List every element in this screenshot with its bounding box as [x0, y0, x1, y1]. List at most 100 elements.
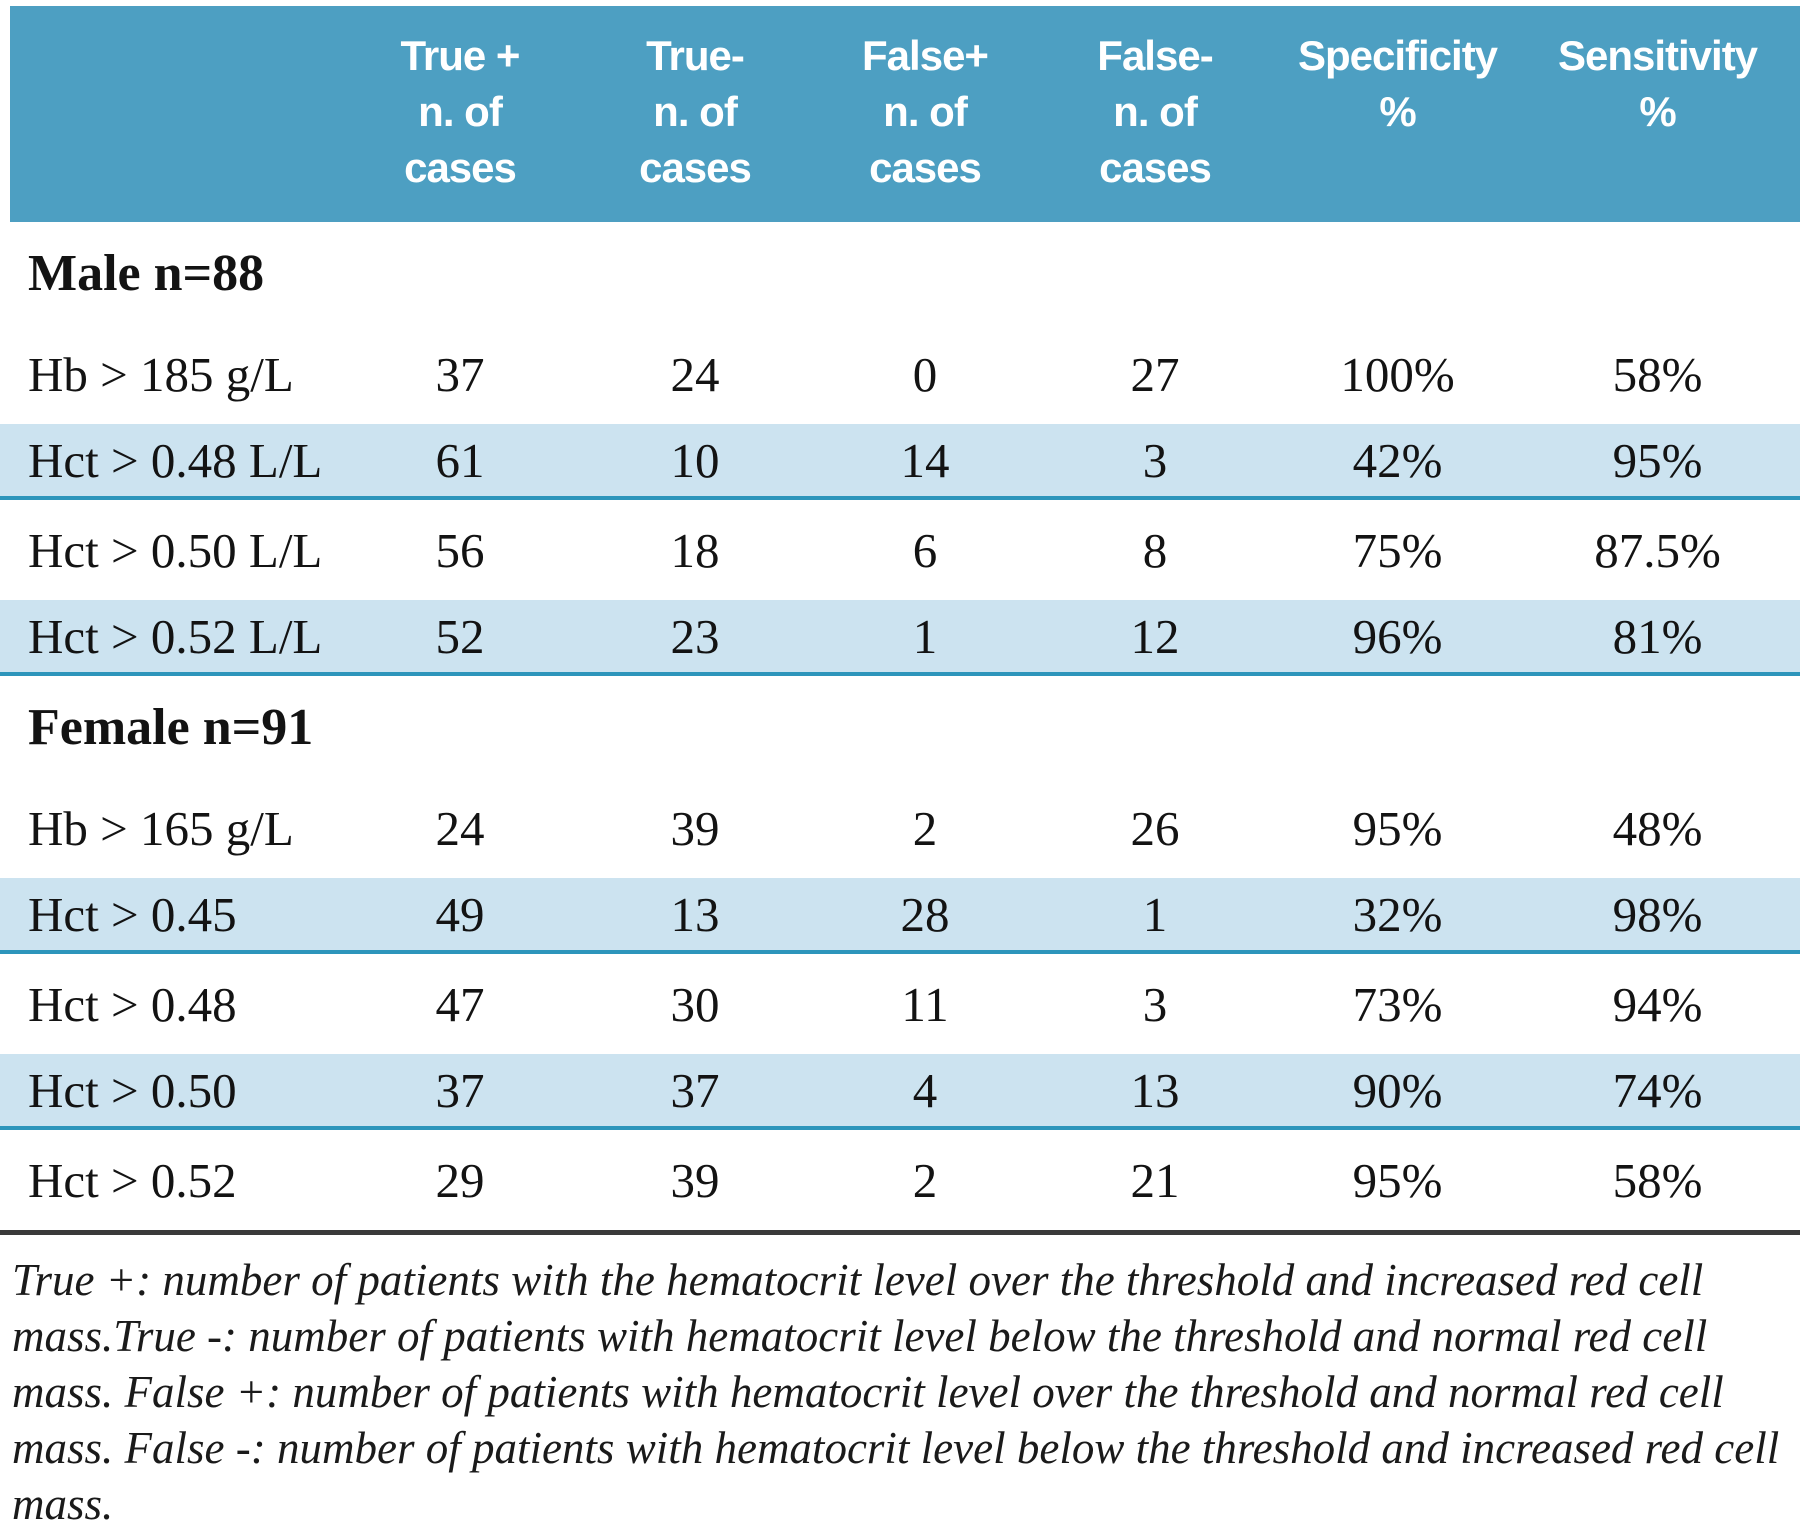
- header-line: cases: [404, 144, 517, 191]
- header-line: cases: [869, 144, 982, 191]
- cell-value: 12: [1130, 608, 1180, 664]
- table-row: Hct > 0.48 L/L 61 10 14 3 42% 95%: [0, 424, 1800, 500]
- cell-value: 27: [1130, 346, 1180, 402]
- cell-value: 21: [1130, 1152, 1180, 1208]
- footnote-divider: [0, 1230, 1800, 1235]
- cell-value: 23: [670, 608, 720, 664]
- cell-value: 98%: [1612, 886, 1703, 942]
- cell-value: 75%: [1352, 522, 1443, 578]
- section-header: Male n=88: [0, 222, 1800, 324]
- row-label: Hb > 165 g/L: [28, 800, 294, 856]
- row-label: Hct > 0.50: [28, 1062, 237, 1118]
- cell-value: 29: [435, 1152, 485, 1208]
- cell-value: 37: [670, 1062, 720, 1118]
- cell-value: 100%: [1340, 346, 1455, 402]
- row-label: Hct > 0.52 L/L: [28, 608, 323, 664]
- section-header: Female n=91: [0, 676, 1800, 778]
- cell-value: 13: [1130, 1062, 1180, 1118]
- header-line: False+: [862, 32, 989, 79]
- cell-value: 95%: [1352, 800, 1443, 856]
- column-header-row: True + n. of cases True- n. of cases Fal…: [10, 6, 1800, 222]
- cell-value: 2: [912, 800, 938, 856]
- header-line: n. of: [1113, 88, 1198, 135]
- cell-value: 4: [912, 1062, 938, 1118]
- cell-value: 73%: [1352, 976, 1443, 1032]
- cell-value: 74%: [1612, 1062, 1703, 1118]
- header-line: Specificity: [1297, 32, 1498, 79]
- cell-value: 47: [435, 976, 485, 1032]
- cell-value: 28: [900, 886, 950, 942]
- header-line: Sensitivity: [1557, 32, 1758, 79]
- cell-value: 95%: [1612, 432, 1703, 488]
- cell-value: 18: [670, 522, 720, 578]
- header-line: n. of: [883, 88, 968, 135]
- table-row: Hb > 165 g/L 24 39 2 26 95% 48%: [0, 778, 1800, 878]
- table-row: Hct > 0.50 L/L 56 18 6 8 75% 87.5%: [0, 500, 1800, 600]
- header-line: n. of: [418, 88, 503, 135]
- header-line: n. of: [653, 88, 738, 135]
- table-row: Hct > 0.48 47 30 11 3 73% 94%: [0, 954, 1800, 1054]
- cell-value: 96%: [1352, 608, 1443, 664]
- header-cell-true-negative: True- n. of cases: [580, 6, 810, 222]
- table-row: Hb > 185 g/L 37 24 0 27 100% 58%: [0, 324, 1800, 424]
- cell-value: 0: [912, 346, 938, 402]
- cell-value: 1: [912, 608, 938, 664]
- cell-value: 24: [670, 346, 720, 402]
- cell-value: 90%: [1352, 1062, 1443, 1118]
- cell-value: 2: [912, 1152, 938, 1208]
- header-line: %: [1639, 88, 1676, 135]
- cell-value: 37: [435, 1062, 485, 1118]
- header-cell-false-positive: False+ n. of cases: [810, 6, 1040, 222]
- table-row: Hct > 0.45 49 13 28 1 32% 98%: [0, 878, 1800, 954]
- header-cell-true-positive: True + n. of cases: [340, 6, 580, 222]
- row-label: Hb > 185 g/L: [28, 346, 294, 402]
- cell-value: 1: [1142, 886, 1168, 942]
- cell-value: 39: [670, 1152, 720, 1208]
- row-label: Hct > 0.48: [28, 976, 237, 1032]
- cell-value: 52: [435, 608, 485, 664]
- cell-value: 94%: [1612, 976, 1703, 1032]
- cell-value: 26: [1130, 800, 1180, 856]
- cell-value: 11: [901, 976, 949, 1032]
- header-line: %: [1379, 88, 1416, 135]
- cell-value: 58%: [1612, 346, 1703, 402]
- cell-value: 61: [435, 432, 485, 488]
- cell-value: 48%: [1612, 800, 1703, 856]
- section-label: Female n=91: [28, 698, 314, 756]
- header-line: False-: [1097, 32, 1213, 79]
- table-row: Hct > 0.52 29 39 2 21 95% 58%: [0, 1130, 1800, 1230]
- row-label: Hct > 0.50 L/L: [28, 522, 323, 578]
- cell-value: 30: [670, 976, 720, 1032]
- cell-value: 49: [435, 886, 485, 942]
- table-footnote: True +: number of patients with the hema…: [12, 1255, 1780, 1529]
- cell-value: 95%: [1352, 1152, 1443, 1208]
- cell-value: 13: [670, 886, 720, 942]
- header-line: cases: [639, 144, 752, 191]
- row-label: Hct > 0.45: [28, 886, 237, 942]
- cell-value: 81%: [1612, 608, 1703, 664]
- cell-value: 32%: [1352, 886, 1443, 942]
- cell-value: 56: [435, 522, 485, 578]
- cell-value: 3: [1142, 432, 1168, 488]
- cell-value: 37: [435, 346, 485, 402]
- header-cell-false-negative: False- n. of cases: [1040, 6, 1270, 222]
- cell-value: 42%: [1352, 432, 1443, 488]
- header-line: True +: [400, 32, 521, 79]
- cell-value: 39: [670, 800, 720, 856]
- table-body: Male n=88 Hb > 185 g/L 37 24 0 27 100% 58% Hct >…: [0, 222, 1800, 1230]
- cell-value: 8: [1142, 522, 1168, 578]
- cell-value: 87.5%: [1594, 522, 1721, 578]
- cell-value: 3: [1142, 976, 1168, 1032]
- row-label: Hct > 0.52: [28, 1152, 237, 1208]
- cell-value: 10: [670, 432, 720, 488]
- table-row: Hct > 0.50 37 37 4 13 90% 74%: [0, 1054, 1800, 1130]
- header-cell-specificity: Specificity %: [1270, 6, 1525, 222]
- table-row: Hct > 0.52 L/L 52 23 1 12 96% 81%: [0, 600, 1800, 676]
- header-line: cases: [1099, 144, 1212, 191]
- cell-value: 24: [435, 800, 485, 856]
- cell-value: 58%: [1612, 1152, 1703, 1208]
- section-label: Male n=88: [28, 244, 265, 302]
- header-line: True-: [646, 32, 745, 79]
- cell-value: 14: [900, 432, 950, 488]
